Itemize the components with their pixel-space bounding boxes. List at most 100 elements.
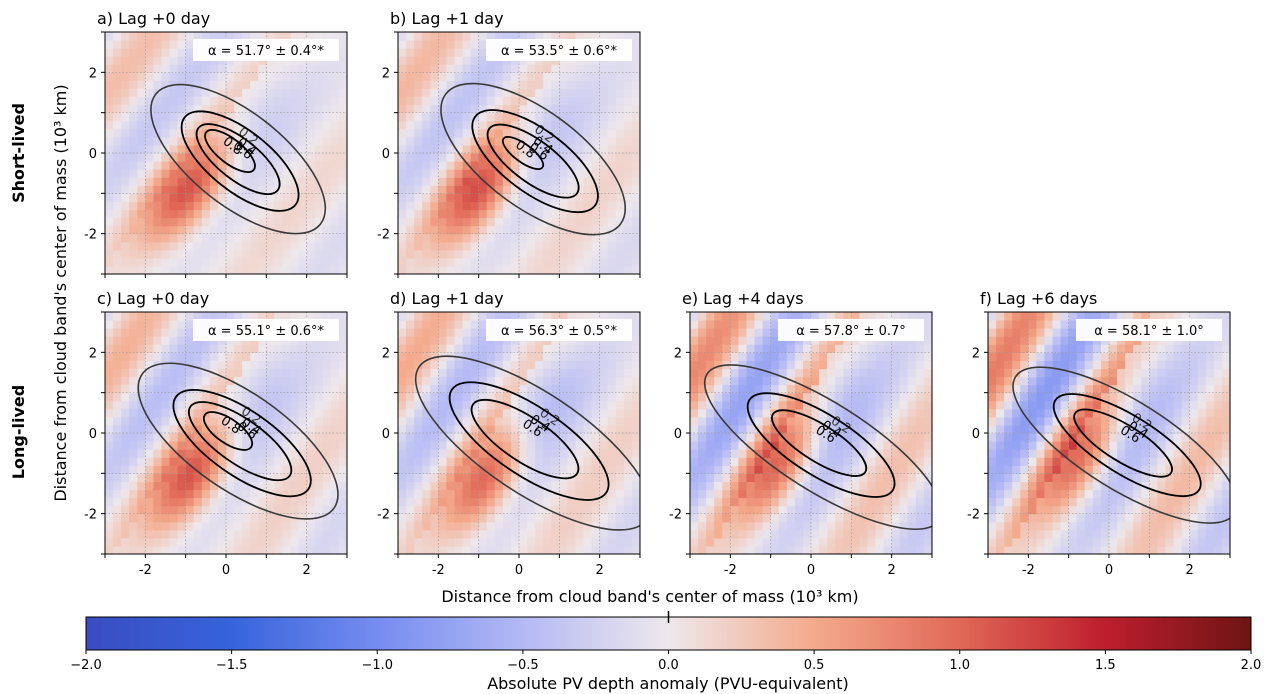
contour-0.6 (195, 123, 281, 196)
y-axis-label: Distance from cloud band's center of mas… (51, 84, 70, 501)
y-tick-label: 0 (382, 147, 390, 162)
contour-0.6 (187, 401, 293, 482)
x-tick-label: 2 (888, 563, 896, 578)
contour-0.4 (448, 381, 610, 501)
contour-0.2 (1012, 366, 1230, 524)
y-tick-label: 0 (674, 427, 682, 442)
panel-title: d) Lag +1 day (390, 289, 504, 308)
panel-title: e) Lag +4 days (682, 289, 804, 308)
panel-title: a) Lag +0 day (97, 9, 210, 28)
y-tick-label: 2 (89, 66, 97, 81)
ticks: -2 0 2 -2 0 2 (377, 311, 641, 578)
row-label-long-lived: Long-lived (9, 385, 28, 479)
colorbar-tick-label: −0.5 (507, 658, 539, 673)
svg-text:α = 57.8° ± 0.7°: α = 57.8° ± 0.7° (796, 324, 906, 339)
colorbar-tick-label: 1.0 (949, 658, 970, 673)
contour-0.8 (202, 411, 254, 451)
contour-0.2 (703, 364, 932, 531)
colorbar-tick-label: 1.5 (1095, 658, 1116, 673)
y-tick-label: -2 (967, 508, 980, 523)
x-tick-label: 2 (303, 563, 311, 578)
ticks: -2 0 2 (377, 31, 641, 278)
y-tick-label: -2 (377, 228, 390, 243)
alpha-annotation: α = 51.7° ± 0.4°* (193, 39, 339, 61)
y-tick-label: 0 (89, 147, 97, 162)
x-tick-label: -2 (139, 563, 152, 578)
contour-0.4 (172, 388, 312, 498)
panel-f: 0.20.40.6 -2 0 2 -2 0 2 f) Lag +6 days α = 58.1°… (967, 289, 1231, 578)
x-tick-label: 2 (1186, 563, 1194, 578)
x-tick-label: 0 (807, 563, 815, 578)
y-tick-label: -2 (669, 508, 682, 523)
contours: 0.20.40.6 (703, 364, 932, 531)
y-tick-label: 2 (89, 346, 97, 361)
contour-0.6 (1073, 408, 1173, 478)
alpha-annotation: α = 53.5° ± 0.6°* (486, 39, 632, 61)
alpha-annotation: α = 57.8° ± 0.7° (778, 319, 924, 341)
contour-0.8 (501, 136, 545, 170)
contour-0.2 (414, 355, 640, 531)
y-tick-label: -2 (84, 508, 97, 523)
row-label-short-lived: Short-lived (9, 103, 28, 203)
y-tick-label: 0 (382, 427, 390, 442)
ticks: -2 0 2 -2 0 2 (669, 311, 933, 578)
svg-text:α = 56.3° ± 0.5°*: α = 56.3° ± 0.5°* (501, 324, 618, 339)
y-tick-label: -2 (84, 228, 97, 243)
panel-e: 0.20.40.6 -2 0 2 -2 0 2 e) Lag +4 days α = 57.8°… (669, 289, 933, 578)
panel-title: f) Lag +6 days (980, 289, 1097, 308)
x-tick-label: -2 (1022, 563, 1035, 578)
colorbar-tick-label: 0.0 (658, 658, 679, 673)
alpha-annotation: α = 55.1° ± 0.6°* (193, 319, 339, 341)
contours: 0.20.40.6 (1012, 366, 1230, 524)
colorbar: −2.0 −1.5 −1.0 −0.5 0.0 0.5 1.0 1.5 2.0 (70, 611, 1261, 673)
y-tick-label: 2 (382, 66, 390, 81)
contour-0.6 (771, 409, 868, 477)
ticks: -2 0 2 -2 0 2 (84, 311, 348, 578)
x-tick-label: -2 (724, 563, 737, 578)
contour-0.8 (204, 129, 256, 173)
x-tick-label: 0 (515, 563, 523, 578)
x-tick-label: 2 (596, 563, 604, 578)
y-tick-label: 2 (674, 346, 682, 361)
y-tick-label: 0 (89, 427, 97, 442)
colorbar-tick-label: 2.0 (1241, 658, 1262, 673)
y-tick-label: 0 (972, 427, 980, 442)
alpha-annotation: α = 56.3° ± 0.5°* (486, 319, 632, 341)
y-tick-label: 2 (972, 346, 980, 361)
contour-0.4 (746, 392, 896, 498)
colorbar-tick-label: −1.0 (361, 658, 393, 673)
x-tick-label: 0 (222, 563, 230, 578)
contour-0.2 (137, 362, 339, 520)
panel-d: 0.20.40.6 -2 0 2 -2 0 2 d) Lag +1 day α = 56.3° … (377, 289, 641, 578)
contour-0.4 (180, 110, 300, 212)
svg-text:α = 53.5° ± 0.6°*: α = 53.5° ± 0.6°* (501, 44, 618, 59)
x-tick-label: 0 (1105, 563, 1113, 578)
ticks: -2 0 2 (84, 31, 348, 278)
contour-0.2 (440, 82, 627, 236)
contour-0.6 (486, 123, 580, 199)
contours: 0.20.40.6 (414, 355, 640, 531)
x-tick-label: -2 (432, 563, 445, 578)
heatmap (398, 312, 640, 554)
y-tick-label: -2 (377, 508, 390, 523)
x-axis-label: Distance from cloud band's center of mas… (441, 587, 858, 606)
svg-text:α = 55.1° ± 0.6°*: α = 55.1° ± 0.6°* (208, 324, 325, 339)
panel-title: b) Lag +1 day (390, 9, 504, 28)
contour-0.4 (471, 109, 599, 214)
colorbar-tick-label: −1.5 (216, 658, 248, 673)
colorbar-label: Absolute PV depth anomaly (PVU-equivalen… (487, 674, 849, 693)
colorbar-tick-label: 0.5 (804, 658, 825, 673)
panel-title: c) Lag +0 day (97, 289, 209, 308)
svg-text:α = 51.7° ± 0.4°*: α = 51.7° ± 0.4°* (208, 44, 325, 59)
contour-0.4 (1052, 393, 1202, 498)
colorbar-tick-label: −2.0 (70, 658, 102, 673)
contour-0.6 (470, 398, 580, 480)
ticks: -2 0 2 -2 0 2 (967, 311, 1231, 578)
contour-0.2 (150, 83, 327, 235)
alpha-annotation: α = 58.1° ± 1.0° (1076, 319, 1222, 341)
